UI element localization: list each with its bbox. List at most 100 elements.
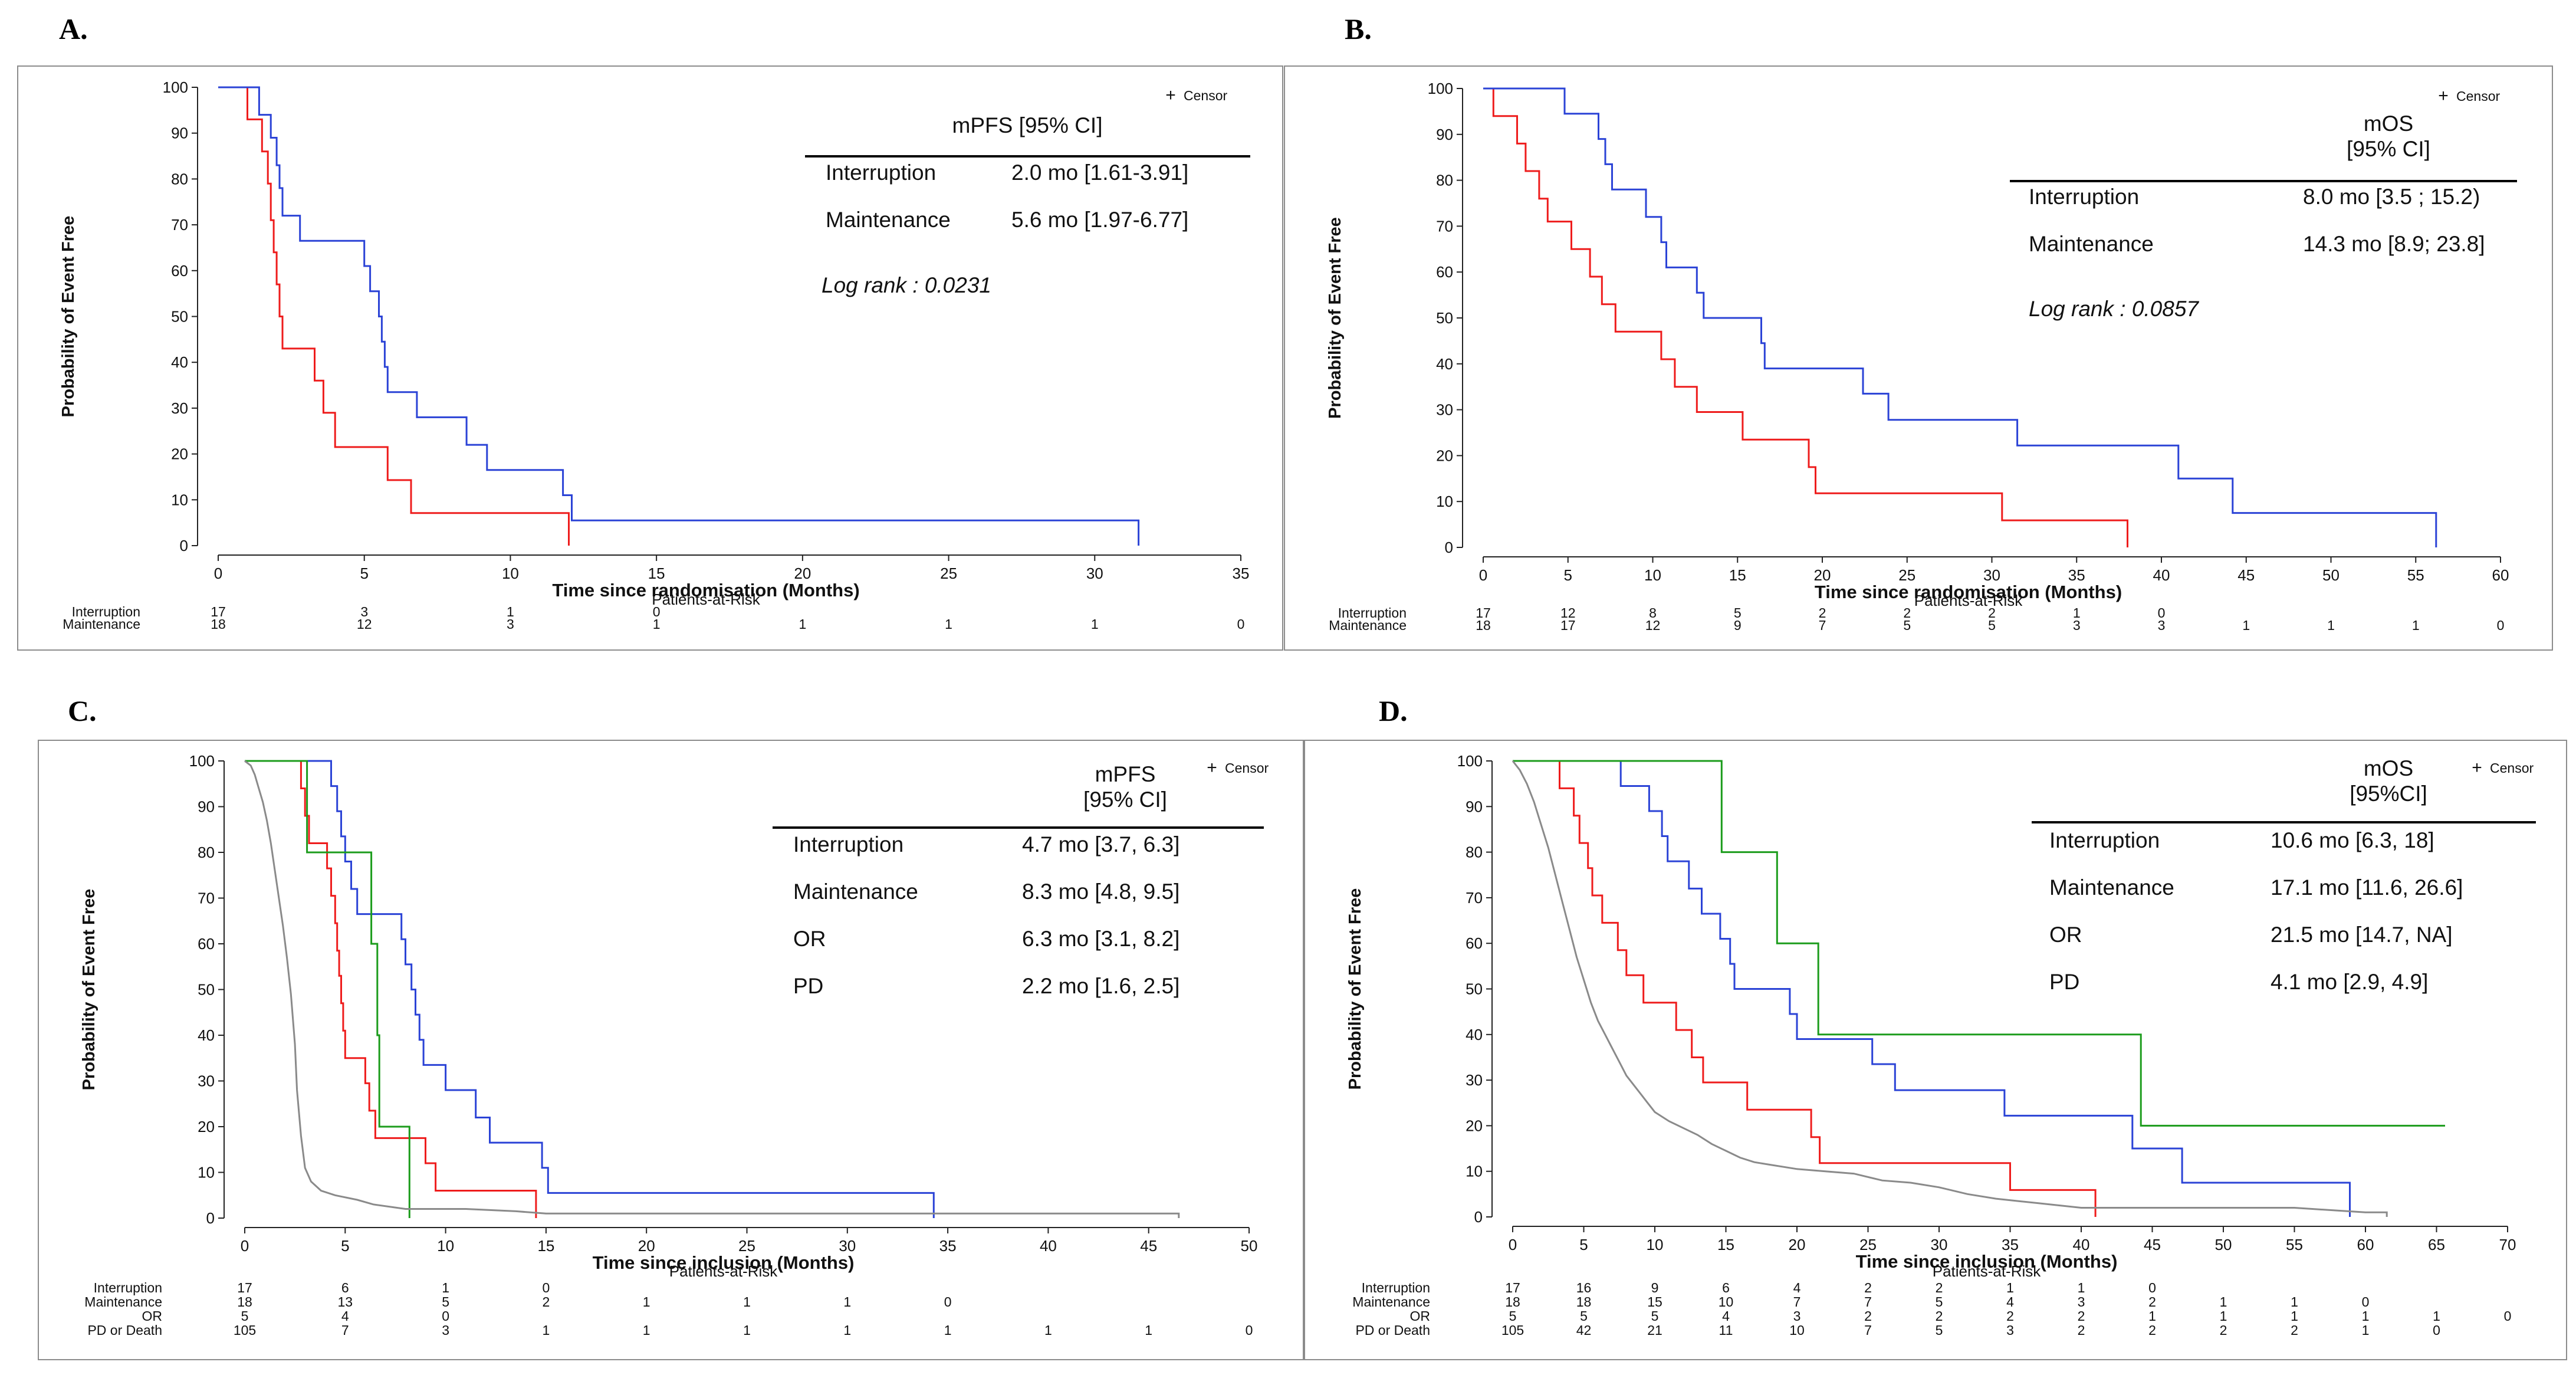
x-axis-title: Time since inclusion (Months) xyxy=(593,1252,855,1273)
y-tick-label: 40 xyxy=(171,353,188,371)
series-line-maintenance xyxy=(1513,760,2351,1217)
y-tick-label: 10 xyxy=(171,491,188,508)
risk-count: 12 xyxy=(357,616,372,632)
risk-count: 7 xyxy=(1864,1323,1872,1338)
risk-count: 7 xyxy=(1864,1294,1872,1310)
x-tick-label: 40 xyxy=(1040,1237,1057,1255)
panel-frame xyxy=(17,65,1283,651)
legend-label-interruption: Interruption xyxy=(2029,185,2139,209)
risk-count: 1 xyxy=(507,604,514,619)
series-line-pd xyxy=(244,760,1180,1218)
x-tick-label: 15 xyxy=(537,1237,554,1255)
risk-count: 8 xyxy=(1649,605,1657,621)
table-header: mOS xyxy=(2364,111,2413,136)
risk-count: 1 xyxy=(2327,618,2335,633)
risk-count: 11 xyxy=(1719,1323,1733,1338)
median-value-maintenance: 8.3 mo [4.8, 9.5] xyxy=(1022,880,1179,904)
series-line-interruption xyxy=(1513,760,2097,1217)
risk-count: 5 xyxy=(1509,1308,1517,1324)
legend-label-maintenance: Maintenance xyxy=(826,208,951,232)
y-tick-label: 80 xyxy=(1466,844,1483,861)
risk-count: 3 xyxy=(1793,1308,1801,1324)
risk-count: 0 xyxy=(543,1280,550,1295)
x-tick-label: 40 xyxy=(2153,566,2170,584)
x-tick-label: 15 xyxy=(648,565,665,582)
risk-count: 3 xyxy=(507,616,514,632)
legend-label-interruption: Interruption xyxy=(2049,828,2160,852)
x-tick-label: 5 xyxy=(341,1237,349,1255)
series-line-maintenance xyxy=(1483,87,2437,547)
x-tick-label: 30 xyxy=(839,1237,856,1255)
risk-count: 5 xyxy=(1580,1308,1588,1324)
risk-count: 5 xyxy=(1936,1294,1943,1310)
x-tick-label: 15 xyxy=(1729,566,1746,584)
risk-count: 3 xyxy=(2073,618,2081,633)
risk-count: 12 xyxy=(1560,605,1576,621)
risk-row-label: Maintenance xyxy=(1352,1294,1430,1310)
x-tick-label: 10 xyxy=(437,1237,454,1255)
legend-label-or: OR xyxy=(2049,923,2082,947)
series-line-pd xyxy=(1512,760,2388,1217)
risk-row-label: Interruption xyxy=(72,604,140,619)
risk-count: 10 xyxy=(1789,1323,1805,1338)
x-tick-label: 0 xyxy=(1509,1236,1517,1253)
risk-count: 1 xyxy=(944,1323,952,1338)
y-tick-label: 0 xyxy=(1445,539,1453,556)
y-tick-label: 0 xyxy=(1474,1208,1483,1226)
median-value-or: 21.5 mo [14.7, NA] xyxy=(2271,923,2453,947)
median-value-interruption: 8.0 mo [3.5 ; 15.2) xyxy=(2303,185,2480,209)
x-tick-label: 55 xyxy=(2286,1236,2303,1253)
x-tick-label: 0 xyxy=(241,1237,249,1255)
y-tick-label: 50 xyxy=(198,981,215,999)
median-value-pd: 4.1 mo [2.9, 4.9] xyxy=(2271,970,2428,994)
x-tick-label: 25 xyxy=(1859,1236,1877,1253)
risk-count: 3 xyxy=(360,604,368,619)
y-tick-label: 90 xyxy=(1466,798,1483,815)
y-axis-title: Probability of Event Free xyxy=(1326,217,1345,419)
risk-count: 2 xyxy=(2006,1308,2014,1324)
y-tick-label: 50 xyxy=(1436,309,1453,327)
x-tick-label: 5 xyxy=(1564,566,1572,584)
x-tick-label: 10 xyxy=(1644,566,1661,584)
median-value-interruption: 2.0 mo [1.61-3.91] xyxy=(1011,160,1188,185)
risk-count: 0 xyxy=(2497,618,2505,633)
risk-count: 0 xyxy=(2148,1280,2156,1295)
risk-count: 21 xyxy=(1647,1323,1662,1338)
risk-count: 0 xyxy=(442,1308,449,1324)
y-tick-label: 60 xyxy=(171,262,188,280)
risk-count: 0 xyxy=(2504,1308,2512,1324)
risk-count: 7 xyxy=(341,1323,349,1338)
legend-label-pd: PD xyxy=(793,974,823,998)
risk-row-label: OR xyxy=(142,1308,163,1324)
censor-legend-label: Censor xyxy=(1225,760,1269,776)
x-tick-label: 10 xyxy=(1647,1236,1664,1253)
risk-count: 1 xyxy=(543,1323,550,1338)
risk-count: 9 xyxy=(1734,618,1742,633)
censor-legend-label: Censor xyxy=(1184,88,1227,103)
risk-count: 3 xyxy=(2006,1323,2014,1338)
risk-count: 7 xyxy=(1793,1294,1801,1310)
y-tick-label: 30 xyxy=(1466,1071,1483,1089)
risk-count: 4 xyxy=(1722,1308,1730,1324)
x-tick-label: 15 xyxy=(1717,1236,1734,1253)
risk-row-label: Maintenance xyxy=(84,1294,162,1310)
risk-row-label: Maintenance xyxy=(1329,618,1407,633)
y-tick-label: 90 xyxy=(198,798,215,816)
risk-count: 4 xyxy=(1793,1280,1801,1295)
risk-count: 17 xyxy=(1476,605,1491,621)
risk-count: 1 xyxy=(2073,605,2081,621)
risk-count: 18 xyxy=(1576,1294,1592,1310)
x-tick-label: 10 xyxy=(502,565,519,582)
y-axis-title: Probability of Event Free xyxy=(80,889,98,1091)
risk-count: 18 xyxy=(237,1294,252,1310)
y-tick-label: 30 xyxy=(171,399,188,417)
log-rank-note: Log rank : 0.0857 xyxy=(2029,297,2199,321)
y-tick-label: 60 xyxy=(1436,263,1453,281)
x-tick-label: 35 xyxy=(939,1237,957,1255)
series-line-maintenance xyxy=(245,760,935,1218)
y-tick-label: 70 xyxy=(1466,889,1483,907)
risk-count: 13 xyxy=(338,1294,353,1310)
risk-count: 0 xyxy=(2158,605,2166,621)
median-value-maintenance: 17.1 mo [11.6, 26.6] xyxy=(2271,875,2463,900)
